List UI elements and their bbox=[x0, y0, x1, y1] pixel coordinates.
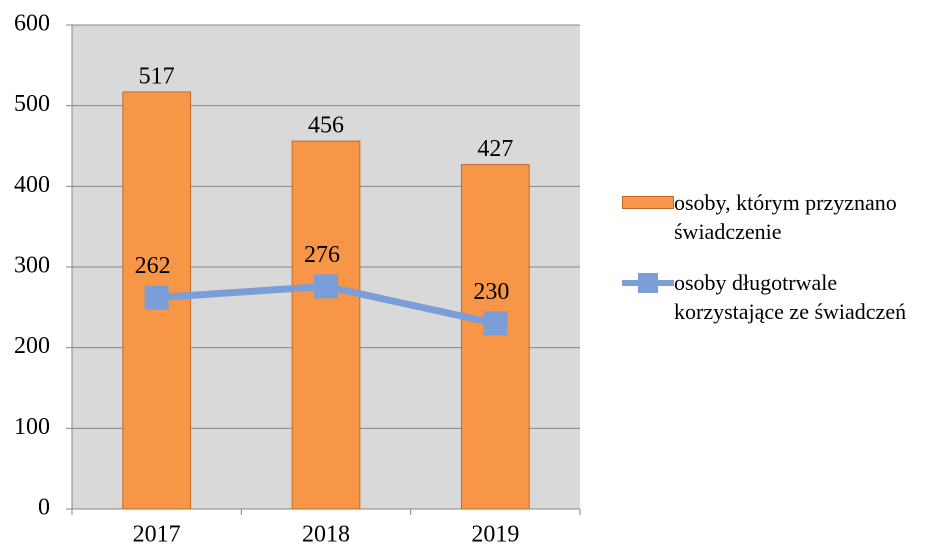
data-label: 517 bbox=[139, 63, 175, 89]
legend-label: osoby długotrwale korzystające ze świadc… bbox=[674, 270, 907, 324]
y-tick-label: 300 bbox=[14, 253, 50, 279]
data-label: 456 bbox=[308, 113, 344, 139]
y-tick-label: 200 bbox=[14, 333, 50, 359]
y-tick-label: 0 bbox=[38, 495, 50, 521]
data-label: 427 bbox=[477, 136, 513, 162]
y-tick-label: 600 bbox=[14, 11, 50, 37]
data-label: 230 bbox=[473, 279, 509, 305]
legend-key bbox=[622, 268, 674, 297]
x-tick-label: 2019 bbox=[471, 522, 519, 548]
y-tick-label: 100 bbox=[14, 414, 50, 440]
legend-entry: osoby, którym przyznano świadczenie bbox=[622, 188, 927, 246]
x-tick-label: 2017 bbox=[133, 522, 181, 548]
line-marker bbox=[144, 285, 169, 310]
x-tick-label: 2018 bbox=[302, 522, 350, 548]
y-tick-label: 400 bbox=[14, 172, 50, 198]
bar bbox=[460, 164, 530, 510]
legend-entry: osoby długotrwale korzystające ze świadc… bbox=[622, 268, 927, 326]
legend-label: osoby, którym przyznano świadczenie bbox=[674, 190, 897, 244]
line-marker bbox=[483, 311, 508, 336]
legend-key bbox=[622, 188, 674, 217]
legend: osoby, którym przyznano świadczenie osoby… bbox=[622, 188, 927, 348]
line-marker bbox=[314, 274, 338, 299]
y-tick-label: 500 bbox=[14, 91, 50, 117]
data-label: 262 bbox=[135, 253, 171, 279]
bar bbox=[291, 140, 361, 510]
data-label: 276 bbox=[304, 242, 340, 268]
